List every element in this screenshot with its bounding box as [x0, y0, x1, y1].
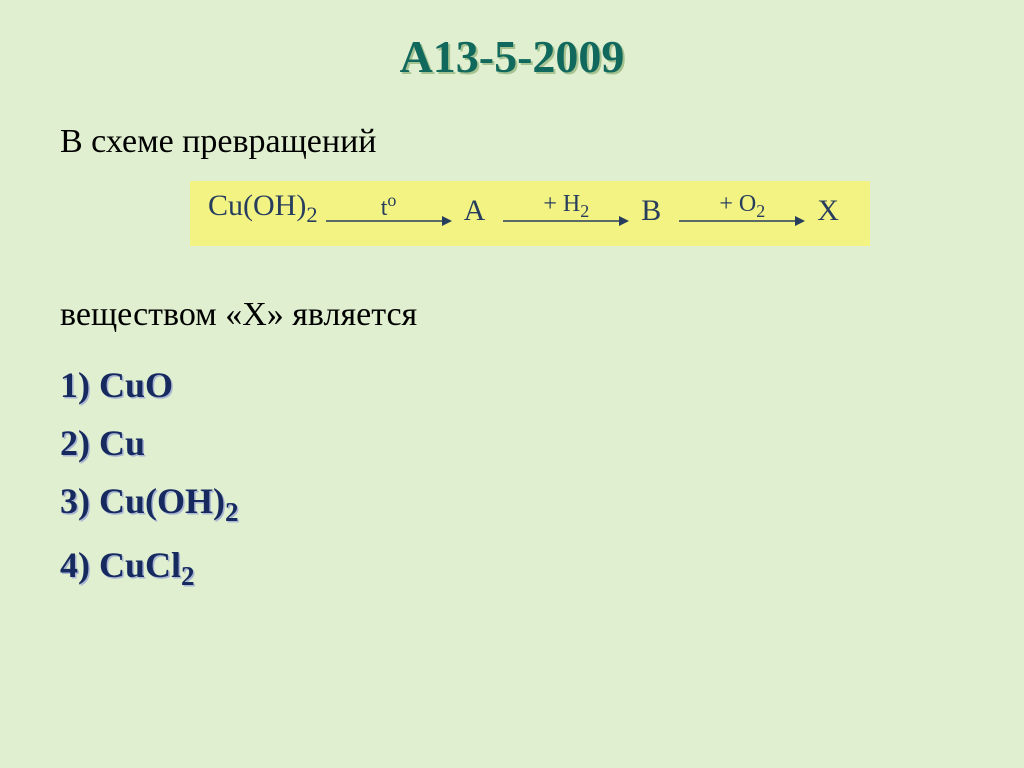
answer-option-1: 1) CuO: [60, 364, 964, 406]
scheme-arrow-3: + O2: [677, 192, 807, 228]
scheme-arrow-2: + H2: [501, 192, 631, 228]
option-number: 4): [60, 545, 90, 585]
option-number: 3): [60, 481, 90, 521]
scheme-start-compound: Cu(OH)2: [208, 189, 324, 228]
answer-option-4: 4) CuCl2: [60, 544, 964, 592]
slide-title: А13-5-2009: [60, 30, 964, 83]
scheme-arrow-1: tо: [324, 191, 454, 228]
option-number: 2): [60, 423, 90, 463]
option-formula: CuCl2: [99, 545, 195, 585]
scheme-node-x: X: [807, 194, 855, 228]
answer-option-3: 3) Cu(OH)2: [60, 480, 964, 528]
option-number: 1): [60, 365, 90, 405]
question-text: веществом «Х» является: [60, 296, 964, 334]
answer-options: 1) CuO2) Cu3) Cu(OH)24) CuCl2: [60, 364, 964, 592]
option-formula: Cu: [99, 423, 145, 463]
answer-option-2: 2) Cu: [60, 422, 964, 464]
intro-text: В схеме превращений: [60, 123, 964, 161]
scheme-node-a: A: [454, 194, 502, 228]
reaction-scheme: Cu(OH)2 tоA+ H2B+ O2X: [190, 181, 870, 246]
scheme-node-b: B: [631, 194, 677, 228]
option-formula: Cu(OH)2: [99, 481, 239, 521]
option-formula: CuO: [99, 365, 173, 405]
